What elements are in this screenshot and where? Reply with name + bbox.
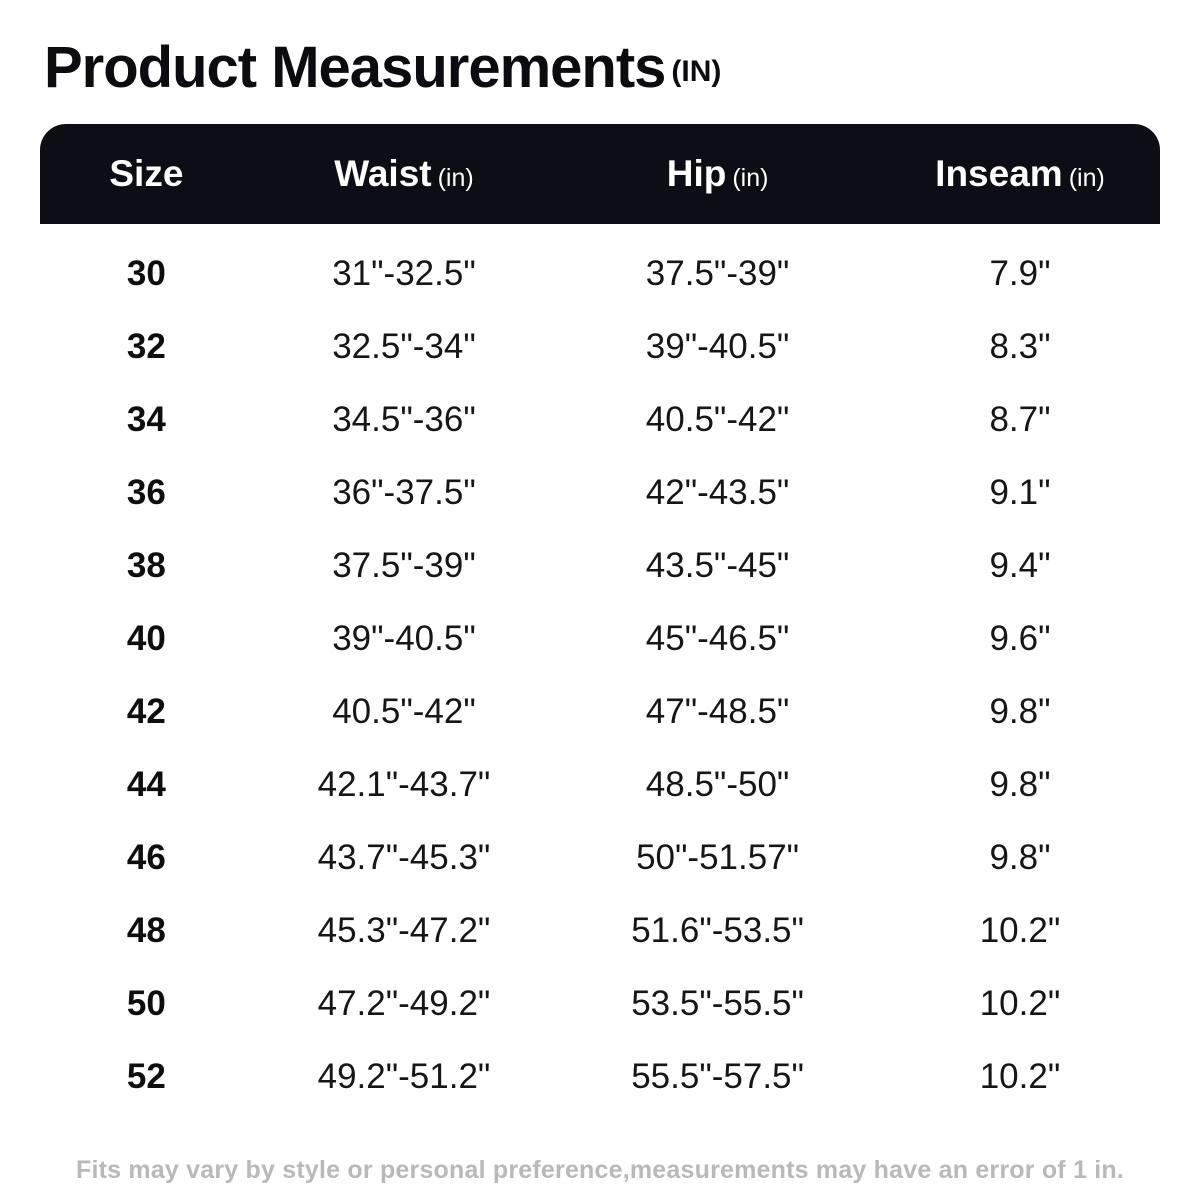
header-cell-hip: Hip (in) <box>555 153 880 195</box>
header-unit: (in) <box>437 163 474 192</box>
table-row: 46 43.7"-45.3" 50"-51.57" 9.8" <box>40 822 1160 895</box>
measurement-cell: 51.6"-53.5" <box>631 911 804 951</box>
header-label: Waist <box>334 152 432 194</box>
measurement-cell: 9.4" <box>989 546 1051 586</box>
measurements-table: Size Waist (in) Hip (in) Inseam (in) 30 31"-32.… <box>40 123 1160 1130</box>
table-row: 30 31"-32.5" 37.5"-39" 7.9" <box>40 238 1160 311</box>
measurement-cell: 8.7" <box>989 400 1051 440</box>
measurement-cell: 42"-43.5" <box>645 473 790 513</box>
table-row: 40 39"-40.5" 45"-46.5" 9.6" <box>40 603 1160 676</box>
size-cell: 50 <box>126 984 166 1024</box>
size-cell: 30 <box>126 254 166 294</box>
measurement-cell: 7.9" <box>989 254 1051 294</box>
table-row: 34 34.5"-36" 40.5"-42" 8.7" <box>40 384 1160 457</box>
measurement-cell: 32.5"-34" <box>332 327 476 367</box>
measurement-cell: 45.3"-47.2" <box>317 911 491 951</box>
measurement-cell: 39"-40.5" <box>645 327 790 367</box>
table-row: 48 45.3"-47.2" 51.6"-53.5" 10.2" <box>40 895 1160 968</box>
measurement-cell: 39"-40.5" <box>332 619 476 659</box>
table-row: 38 37.5"-39" 43.5"-45" 9.4" <box>40 530 1160 603</box>
measurement-cell: 37.5"-39" <box>332 546 476 586</box>
measurement-cell: 9.8" <box>989 838 1051 878</box>
footnote: Fits may vary by style or personal prefe… <box>75 1155 1124 1184</box>
measurement-cell: 42.1"-43.7" <box>317 765 491 805</box>
size-cell: 46 <box>126 838 166 878</box>
measurement-cell: 10.2" <box>979 984 1061 1024</box>
measurement-cell: 9.8" <box>989 692 1051 732</box>
header-cell-size: Size <box>40 153 253 195</box>
header-label: Hip <box>666 152 727 194</box>
measurement-cell: 47.2"-49.2" <box>317 984 491 1024</box>
measurement-cell: 50"-51.57" <box>636 838 800 878</box>
page-title-text: Product Measurements <box>44 35 666 100</box>
header-unit: (in) <box>1068 163 1105 192</box>
table-row: 32 32.5"-34" 39"-40.5" 8.3" <box>40 311 1160 384</box>
measurement-cell: 36"-37.5" <box>332 473 476 513</box>
size-cell: 42 <box>126 692 166 732</box>
size-cell: 32 <box>126 327 166 367</box>
size-cell: 34 <box>126 400 166 440</box>
header-cell-waist: Waist (in) <box>253 153 555 195</box>
measurement-cell: 45"-46.5" <box>645 619 790 659</box>
size-cell: 38 <box>126 546 166 586</box>
measurement-cell: 8.3" <box>989 327 1051 367</box>
measurement-cell: 31"-32.5" <box>332 254 476 294</box>
size-cell: 48 <box>126 911 166 951</box>
measurement-cell: 34.5"-36" <box>332 400 476 440</box>
header-unit: (in) <box>732 163 769 192</box>
size-cell: 36 <box>126 473 166 513</box>
measurement-cell: 40.5"-42" <box>332 692 476 732</box>
measurement-cell: 43.7"-45.3" <box>317 838 491 878</box>
table-row: 44 42.1"-43.7" 48.5"-50" 9.8" <box>40 749 1160 822</box>
size-cell: 40 <box>126 619 166 659</box>
header-label: Inseam <box>935 152 1063 194</box>
header-label: Size <box>109 152 184 194</box>
measurement-cell: 10.2" <box>979 1057 1061 1097</box>
measurement-cell: 9.6" <box>989 619 1051 659</box>
table-body: 30 31"-32.5" 37.5"-39" 7.9" 32 32.5"-34" 39"-4… <box>40 223 1160 1130</box>
measurement-cell: 48.5"-50" <box>645 765 790 805</box>
page-title-unit: (IN) <box>671 55 722 88</box>
table-row: 52 49.2"-51.2" 55.5"-57.5" 10.2" <box>40 1041 1160 1114</box>
measurement-cell: 9.8" <box>989 765 1051 805</box>
measurement-cell: 40.5"-42" <box>645 400 790 440</box>
page-title: Product Measurements (IN) <box>44 36 1160 100</box>
measurement-cell: 49.2"-51.2" <box>317 1057 491 1097</box>
size-cell: 44 <box>126 765 166 805</box>
header-cell-inseam: Inseam (in) <box>880 153 1160 195</box>
measurement-cell: 9.1" <box>989 473 1051 513</box>
measurement-cell: 47"-48.5" <box>645 692 790 732</box>
table-row: 36 36"-37.5" 42"-43.5" 9.1" <box>40 457 1160 530</box>
measurement-cell: 53.5"-55.5" <box>631 984 804 1024</box>
measurement-cell: 37.5"-39" <box>645 254 790 294</box>
table-row: 42 40.5"-42" 47"-48.5" 9.8" <box>40 676 1160 749</box>
measurement-cell: 43.5"-45" <box>645 546 790 586</box>
table-header-row: Size Waist (in) Hip (in) Inseam (in) <box>40 123 1160 224</box>
table-row: 50 47.2"-49.2" 53.5"-55.5" 10.2" <box>40 968 1160 1041</box>
measurement-cell: 55.5"-57.5" <box>631 1057 804 1097</box>
measurement-cell: 10.2" <box>979 911 1061 951</box>
size-cell: 52 <box>126 1057 166 1097</box>
